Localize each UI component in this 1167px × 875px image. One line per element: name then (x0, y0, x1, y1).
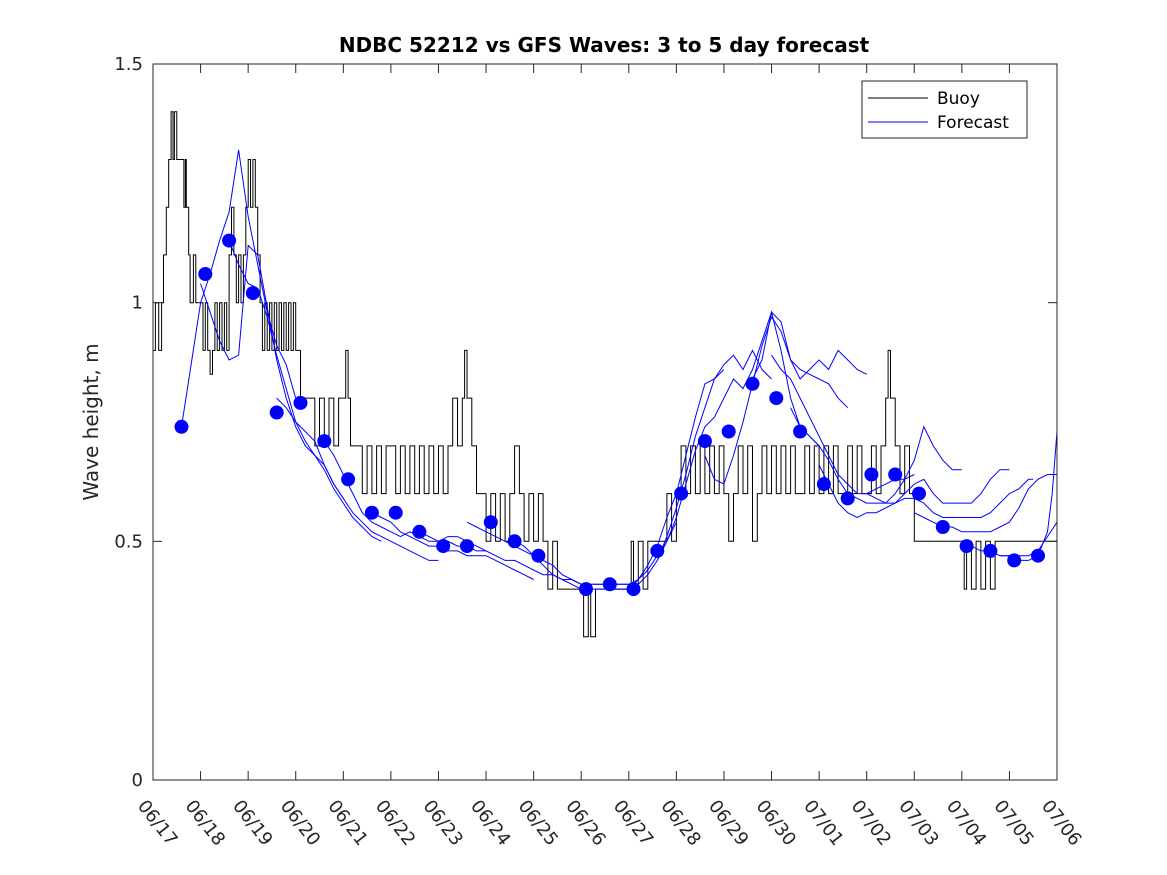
forecast-marker-0 (174, 419, 189, 434)
forecast-marker-9 (388, 505, 403, 520)
forecast-marker-23 (745, 376, 760, 391)
forecast-line-14 (752, 311, 867, 380)
forecast-line-18 (866, 478, 1034, 518)
forecast-marker-32 (959, 539, 974, 554)
legend-label-forecast: Forecast (937, 113, 1009, 133)
forecast-marker-10 (412, 524, 427, 539)
forecast-marker-20 (674, 486, 689, 501)
forecast-marker-35 (1031, 548, 1045, 563)
y-tick-label: 0.5 (114, 531, 143, 552)
forecast-line-4 (276, 397, 439, 561)
forecast-marker-28 (864, 467, 879, 482)
forecast-marker-2 (222, 233, 237, 248)
y-tick-label: 0 (132, 770, 143, 791)
legend-box (861, 80, 1028, 139)
forecast-marker-17 (602, 577, 617, 592)
legend-label-buoy: Buoy (937, 89, 980, 109)
forecast-marker-7 (341, 472, 356, 487)
forecast-line-16 (790, 407, 962, 504)
axes-layer (152, 63, 1058, 781)
forecast-line-1 (181, 149, 297, 427)
forecast-marker-22 (721, 424, 736, 439)
forecast-marker-14 (507, 534, 522, 549)
forecast-marker-19 (650, 543, 665, 558)
forecast-marker-16 (579, 582, 593, 597)
forecast-marker-18 (626, 582, 641, 597)
buoy-line (153, 111, 1057, 638)
legend: Buoy Forecast (861, 80, 1028, 139)
forecast-line-17 (818, 464, 1010, 519)
forecast-marker-29 (888, 467, 903, 482)
forecast-marker-21 (697, 434, 712, 449)
forecast-marker-11 (436, 539, 451, 554)
y-tick-label: 1 (132, 293, 143, 314)
y-tick-label: 1.5 (114, 54, 143, 75)
forecast-marker-31 (935, 520, 950, 534)
forecast-marker-3 (245, 286, 260, 301)
forecast-marker-8 (364, 505, 379, 520)
forecast-line-6 (371, 512, 534, 580)
plot-frame (152, 63, 1058, 781)
forecast-marker-4 (269, 405, 284, 420)
forecast-line-15 (771, 354, 915, 495)
forecast-marker-30 (912, 486, 926, 501)
forecast-marker-13 (483, 515, 498, 530)
forecast-marker-1 (198, 267, 213, 281)
forecast-marker-27 (840, 491, 855, 506)
forecast-marker-25 (793, 424, 808, 439)
forecast-marker-12 (460, 539, 474, 554)
forecast-line-13 (704, 315, 849, 485)
forecast-marker-15 (531, 548, 546, 563)
forecast-marker-24 (769, 391, 784, 406)
forecast-marker-34 (1007, 553, 1022, 568)
forecast-marker-26 (816, 477, 831, 492)
chart-title: NDBC 52212 vs GFS Waves: 3 to 5 day fore… (339, 33, 870, 57)
y-axis-ticks: 0 0.5 1 1.5 (114, 54, 1057, 791)
forecast-marker-33 (983, 543, 998, 558)
forecast-line-2 (200, 244, 344, 499)
forecast-marker-6 (317, 434, 332, 449)
marker-layer (174, 233, 1045, 597)
forecast-marker-5 (293, 395, 308, 410)
y-axis-label: Wave height, m (79, 343, 103, 500)
